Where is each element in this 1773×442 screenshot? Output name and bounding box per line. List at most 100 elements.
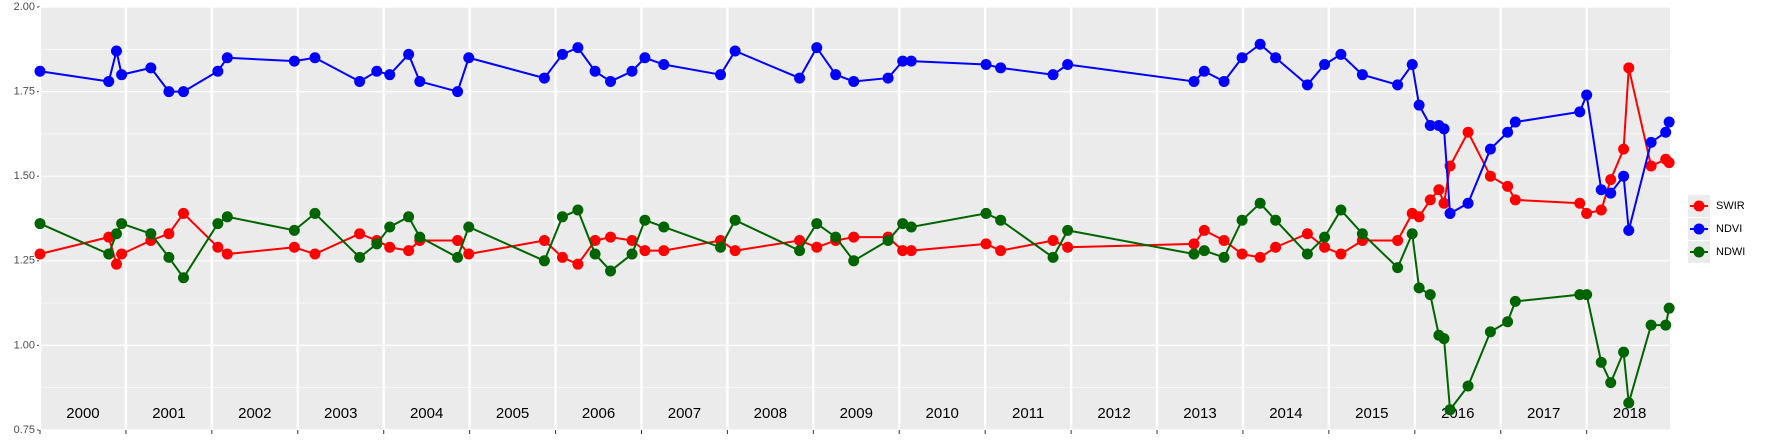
data-point	[1254, 251, 1266, 263]
year-label: 2005	[496, 405, 529, 422]
year-label: 2017	[1527, 405, 1560, 422]
data-point	[538, 72, 550, 84]
data-point	[905, 245, 917, 257]
data-point	[1660, 319, 1672, 331]
data-point	[177, 207, 189, 219]
data-point	[605, 265, 617, 277]
data-point	[794, 245, 806, 257]
data-point	[1424, 194, 1436, 206]
data-point	[729, 45, 741, 57]
data-point	[116, 69, 128, 81]
data-point	[1319, 59, 1331, 71]
data-point	[1198, 224, 1210, 236]
data-point	[1484, 326, 1496, 338]
data-point	[1438, 197, 1450, 209]
data-point	[1062, 241, 1074, 253]
data-point	[1605, 377, 1617, 389]
data-point	[1574, 197, 1586, 209]
data-point	[882, 234, 894, 246]
data-point	[145, 228, 157, 240]
data-point	[110, 45, 122, 57]
y-tick-label: 1.75	[14, 86, 35, 98]
data-point	[1438, 123, 1450, 135]
data-point	[1502, 180, 1514, 192]
data-point	[221, 52, 233, 64]
data-point	[1605, 174, 1617, 186]
data-point	[715, 241, 727, 253]
data-point	[1462, 126, 1474, 138]
data-point	[1424, 119, 1436, 131]
y-tick-label: 1.25	[14, 255, 35, 267]
data-point	[1595, 184, 1607, 196]
data-point	[1645, 319, 1657, 331]
data-point	[1581, 207, 1593, 219]
data-point	[589, 65, 601, 77]
year-label: 2004	[410, 405, 443, 422]
data-point	[626, 65, 638, 77]
data-point	[110, 228, 122, 240]
data-point	[1301, 79, 1313, 91]
data-point	[1484, 143, 1496, 155]
data-point	[1254, 197, 1266, 209]
data-point	[658, 245, 670, 257]
data-point	[538, 255, 550, 267]
data-point	[1188, 238, 1200, 250]
data-point	[1623, 397, 1635, 409]
data-point	[980, 207, 992, 219]
data-point	[1438, 333, 1450, 345]
data-point	[1356, 228, 1368, 240]
data-point	[995, 214, 1007, 226]
data-point	[1198, 65, 1210, 77]
data-point	[463, 52, 475, 64]
data-point	[848, 75, 860, 87]
data-point	[729, 245, 741, 257]
data-point	[1236, 248, 1248, 260]
data-point	[572, 204, 584, 216]
data-point	[605, 231, 617, 243]
data-point	[414, 231, 426, 243]
data-point	[1301, 248, 1313, 260]
data-point	[34, 248, 46, 260]
data-point	[1218, 251, 1230, 263]
data-point	[905, 221, 917, 233]
data-point	[589, 248, 601, 260]
data-point	[848, 231, 860, 243]
data-point	[1663, 116, 1675, 128]
data-point	[1462, 380, 1474, 392]
data-point	[897, 55, 909, 67]
data-point	[212, 218, 224, 230]
data-point	[288, 55, 300, 67]
data-point	[1047, 251, 1059, 263]
data-point	[34, 65, 46, 77]
data-point	[1623, 224, 1635, 236]
data-point	[1218, 234, 1230, 246]
data-point	[354, 228, 366, 240]
data-point	[212, 65, 224, 77]
data-point	[288, 224, 300, 236]
data-point	[1236, 214, 1248, 226]
data-point	[1444, 404, 1456, 416]
year-label: 2003	[324, 405, 357, 422]
legend-label: SWIR	[1716, 200, 1745, 212]
data-point	[905, 55, 917, 67]
data-point	[34, 218, 46, 230]
data-point	[572, 258, 584, 270]
year-label: 2009	[840, 405, 873, 422]
data-point	[1618, 170, 1630, 182]
year-label: 2008	[754, 405, 787, 422]
data-point	[110, 258, 122, 270]
data-point	[384, 241, 396, 253]
data-point	[811, 241, 823, 253]
data-point	[605, 75, 617, 87]
year-label: 2018	[1613, 405, 1646, 422]
data-point	[1660, 126, 1672, 138]
data-point	[1335, 204, 1347, 216]
data-point	[1502, 316, 1514, 328]
data-point	[1433, 184, 1445, 196]
data-point	[1047, 69, 1059, 81]
data-point	[384, 69, 396, 81]
data-point	[309, 248, 321, 260]
data-point	[1254, 38, 1266, 50]
data-point	[221, 211, 233, 223]
